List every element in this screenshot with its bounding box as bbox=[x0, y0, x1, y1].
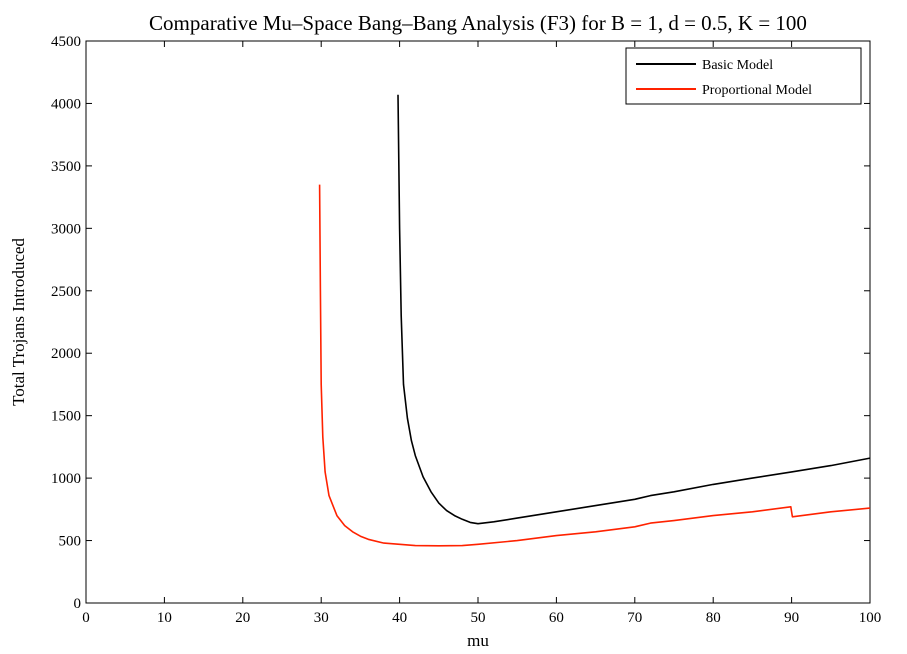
legend: Basic Model Proportional Model bbox=[625, 47, 862, 105]
series-line-proportional-model bbox=[318, 184, 871, 547]
x-tick-label: 0 bbox=[82, 610, 90, 626]
y-axis-label: Total Trojans Introduced bbox=[9, 238, 28, 406]
x-tick-label: 100 bbox=[859, 610, 882, 626]
y-tick-label: 2500 bbox=[51, 284, 81, 300]
plot-area bbox=[85, 40, 871, 604]
legend-label-basic-model: Basic Model bbox=[702, 58, 773, 73]
x-tick-label: 50 bbox=[471, 610, 486, 626]
legend-box bbox=[625, 47, 862, 105]
y-tick-label: 2000 bbox=[51, 346, 81, 362]
x-tick-label: 70 bbox=[627, 610, 642, 626]
y-tick-label: 500 bbox=[59, 534, 82, 550]
x-tick-label: 30 bbox=[314, 610, 329, 626]
y-tick-label: 4500 bbox=[51, 34, 81, 50]
y-tick-label: 4000 bbox=[51, 96, 81, 112]
legend-label-proportional-model: Proportional Model bbox=[702, 83, 812, 98]
y-tick-label: 3500 bbox=[51, 159, 81, 175]
x-tick-label: 40 bbox=[392, 610, 407, 626]
x-tick-label: 90 bbox=[784, 610, 799, 626]
y-tick-label: 3000 bbox=[51, 221, 81, 237]
y-tick-label: 1500 bbox=[51, 409, 81, 425]
chart-title: Comparative Mu–Space Bang–Bang Analysis … bbox=[149, 11, 807, 35]
x-tick-label: 10 bbox=[157, 610, 172, 626]
x-tick-label: 20 bbox=[235, 610, 250, 626]
x-tick-label: 60 bbox=[549, 610, 564, 626]
y-tick-label: 0 bbox=[74, 596, 82, 612]
axis-ticks: 0 10 20 30 40 50 60 70 80 90 100050010001500200025… bbox=[51, 34, 881, 626]
series-lines bbox=[318, 94, 871, 547]
series-line-basic-model bbox=[397, 94, 871, 525]
x-axis-label: mu bbox=[467, 631, 489, 650]
y-tick-label: 1000 bbox=[51, 471, 81, 487]
x-tick-label: 80 bbox=[706, 610, 721, 626]
